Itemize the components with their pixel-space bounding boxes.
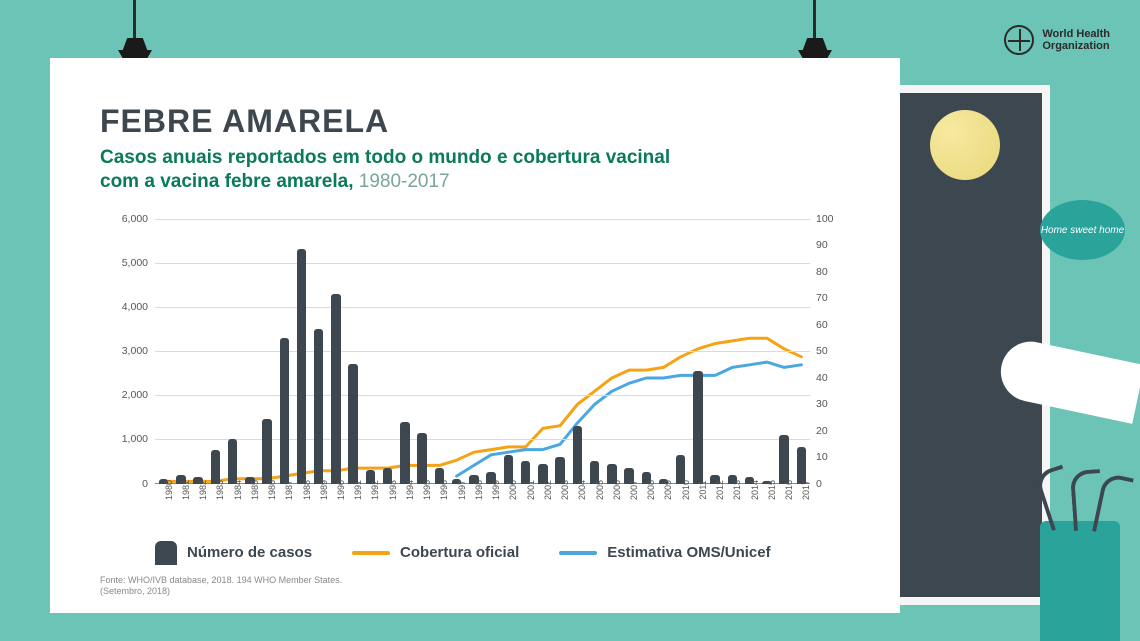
bar xyxy=(779,435,788,484)
subtitle-line1: Casos anuais reportados em todo o mundo … xyxy=(100,147,670,168)
y-tick-left: 5,000 xyxy=(100,257,148,269)
bar xyxy=(417,433,426,484)
legend-line-chip xyxy=(352,551,390,555)
y-tick-left: 6,000 xyxy=(100,213,148,225)
bar xyxy=(314,329,323,484)
who-logo: World Health Organization xyxy=(1004,25,1110,55)
y-tick-right: 50 xyxy=(816,345,850,357)
bar xyxy=(297,249,306,483)
moon-decor xyxy=(930,110,1000,180)
y-tick-right: 70 xyxy=(816,292,850,304)
legend-item-bars: Número de casos xyxy=(155,541,312,565)
y-tick-right: 10 xyxy=(816,451,850,463)
source-line2: (Setembro, 2018) xyxy=(100,586,342,598)
y-tick-right: 90 xyxy=(816,239,850,251)
who-emblem-icon xyxy=(1004,25,1034,55)
legend-label-official: Cobertura oficial xyxy=(400,544,519,561)
chart-subtitle: Casos anuais reportados em todo o mundo … xyxy=(100,146,850,194)
bar xyxy=(331,294,340,484)
umbrella-pot xyxy=(1040,521,1120,641)
y-tick-right: 40 xyxy=(816,372,850,384)
bar xyxy=(797,447,806,484)
y-tick-left: 1,000 xyxy=(100,433,148,445)
chart-title: FEBRE AMARELA xyxy=(100,103,850,140)
home-sign: Home sweet home xyxy=(1040,200,1125,260)
legend-item-estimate: Estimativa OMS/Unicef xyxy=(559,544,770,561)
y-tick-left: 0 xyxy=(100,478,148,490)
bar xyxy=(211,450,220,483)
who-text-line2: Organization xyxy=(1042,40,1110,52)
chart-area: 01,0002,0003,0004,0005,0006,000010203040… xyxy=(100,219,850,519)
legend-label-bars: Número de casos xyxy=(187,544,312,561)
y-tick-right: 80 xyxy=(816,266,850,278)
bar xyxy=(262,419,271,483)
bar xyxy=(693,371,702,484)
legend-item-official: Cobertura oficial xyxy=(352,544,519,561)
chart-card: FEBRE AMARELA Casos anuais reportados em… xyxy=(50,58,900,613)
subtitle-range: 1980-2017 xyxy=(359,171,450,192)
bar xyxy=(228,439,237,483)
y-tick-right: 20 xyxy=(816,425,850,437)
legend-bar-chip xyxy=(155,541,177,565)
legend-label-estimate: Estimativa OMS/Unicef xyxy=(607,544,770,561)
source-line1: Fonte: WHO/IVB database, 2018. 194 WHO M… xyxy=(100,575,342,587)
bar xyxy=(348,364,357,483)
y-tick-right: 30 xyxy=(816,398,850,410)
y-tick-right: 60 xyxy=(816,319,850,331)
bar xyxy=(573,426,582,483)
x-tick: 2017 xyxy=(801,479,838,499)
y-tick-left: 2,000 xyxy=(100,389,148,401)
bar xyxy=(280,338,289,484)
y-tick-left: 3,000 xyxy=(100,345,148,357)
chart-source: Fonte: WHO/IVB database, 2018. 194 WHO M… xyxy=(100,575,342,598)
subtitle-line2: com a vacina febre amarela, xyxy=(100,171,359,192)
chart-plot xyxy=(155,219,810,484)
bar xyxy=(400,422,409,484)
y-tick-left: 4,000 xyxy=(100,301,148,313)
who-text-line1: World Health xyxy=(1042,28,1110,40)
legend-line-chip xyxy=(559,551,597,555)
y-tick-right: 100 xyxy=(816,213,850,225)
chart-legend: Número de casos Cobertura oficial Estima… xyxy=(100,541,850,565)
